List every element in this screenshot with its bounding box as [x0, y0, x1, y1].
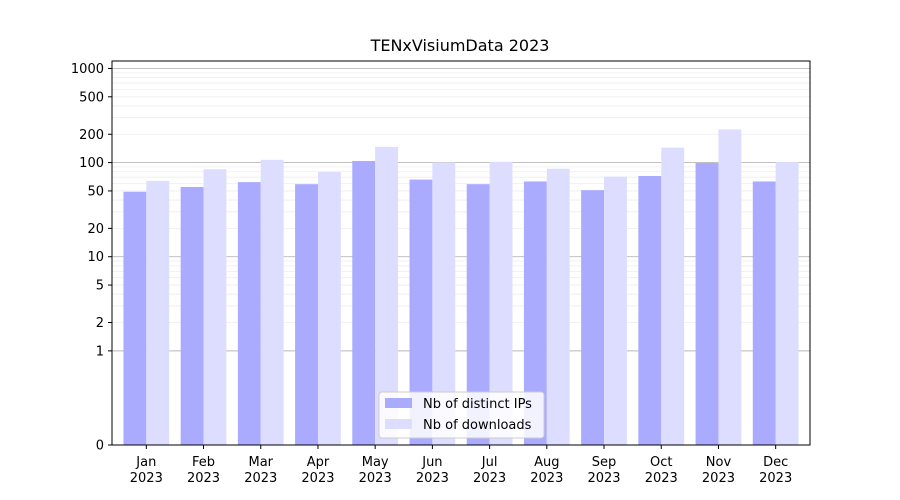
- bar: [581, 190, 605, 445]
- bar: [546, 168, 570, 445]
- bar: [638, 176, 662, 445]
- x-tick-label: Dec 2023: [759, 455, 792, 486]
- bar: [752, 181, 776, 445]
- x-tick-label: Nov 2023: [702, 455, 735, 486]
- bar: [317, 171, 341, 445]
- legend-label: Nb of distinct IPs: [423, 397, 532, 412]
- bar: [661, 147, 685, 446]
- y-tick-label: 1: [96, 344, 104, 359]
- bar: [409, 179, 433, 446]
- bar: [237, 182, 261, 445]
- bar: [775, 162, 799, 445]
- x-tick-label: May 2023: [359, 455, 392, 486]
- bar: [260, 159, 284, 446]
- legend-box: [378, 391, 545, 439]
- chart-title: TENxVisiumData 2023: [370, 36, 550, 55]
- y-tick-label: 20: [87, 222, 104, 237]
- bar: [146, 180, 170, 445]
- y-tick-label: 1000: [71, 62, 104, 77]
- y-tick-label: 5: [96, 279, 104, 294]
- x-tick-label: Sep 2023: [587, 455, 620, 486]
- bar: [604, 176, 627, 445]
- x-tick-label: Jul 2023: [473, 455, 506, 486]
- bar: [180, 187, 204, 445]
- legend-label: Nb of downloads: [423, 418, 532, 433]
- axes: 0 1 2 5 10 20 50 100 200 500 1000 Jan 2023 Feb 2023 Mar…: [71, 60, 811, 486]
- bar: [203, 169, 227, 445]
- x-tick-label: Apr 2023: [301, 455, 334, 486]
- x-tick-label: Aug 2023: [530, 455, 563, 486]
- y-tick-label: 2: [96, 316, 104, 331]
- bar: [375, 146, 399, 445]
- x-tick-label: Oct 2023: [645, 455, 678, 486]
- bar: [123, 191, 147, 445]
- bar: [352, 160, 376, 445]
- x-tick-label: Feb 2023: [187, 455, 220, 486]
- y-tick-label: 500: [79, 90, 104, 105]
- y-tick-label: 10: [87, 250, 104, 265]
- bar: [489, 161, 513, 445]
- grid-lines: [112, 68, 810, 352]
- y-tick-label: 200: [79, 128, 104, 143]
- bar: [295, 184, 318, 445]
- x-tick-label: Jan 2023: [130, 455, 163, 486]
- bar: [695, 163, 719, 445]
- bar: [718, 129, 742, 446]
- y-tick-label: 100: [79, 156, 104, 171]
- bar: [523, 181, 547, 445]
- bar: [466, 184, 490, 445]
- y-tick-label: 0: [96, 439, 104, 454]
- legend: Nb of distinct IPs Nb of downloads: [378, 391, 545, 439]
- bars: [123, 129, 799, 446]
- bar: [432, 162, 456, 445]
- x-tick-label: Mar 2023: [244, 455, 277, 486]
- legend-swatch: [385, 419, 412, 429]
- x-tick-label: Jun 2023: [416, 455, 449, 486]
- legend-swatch: [385, 398, 412, 408]
- plot-frame: [111, 60, 811, 446]
- y-tick-label: 50: [87, 184, 104, 199]
